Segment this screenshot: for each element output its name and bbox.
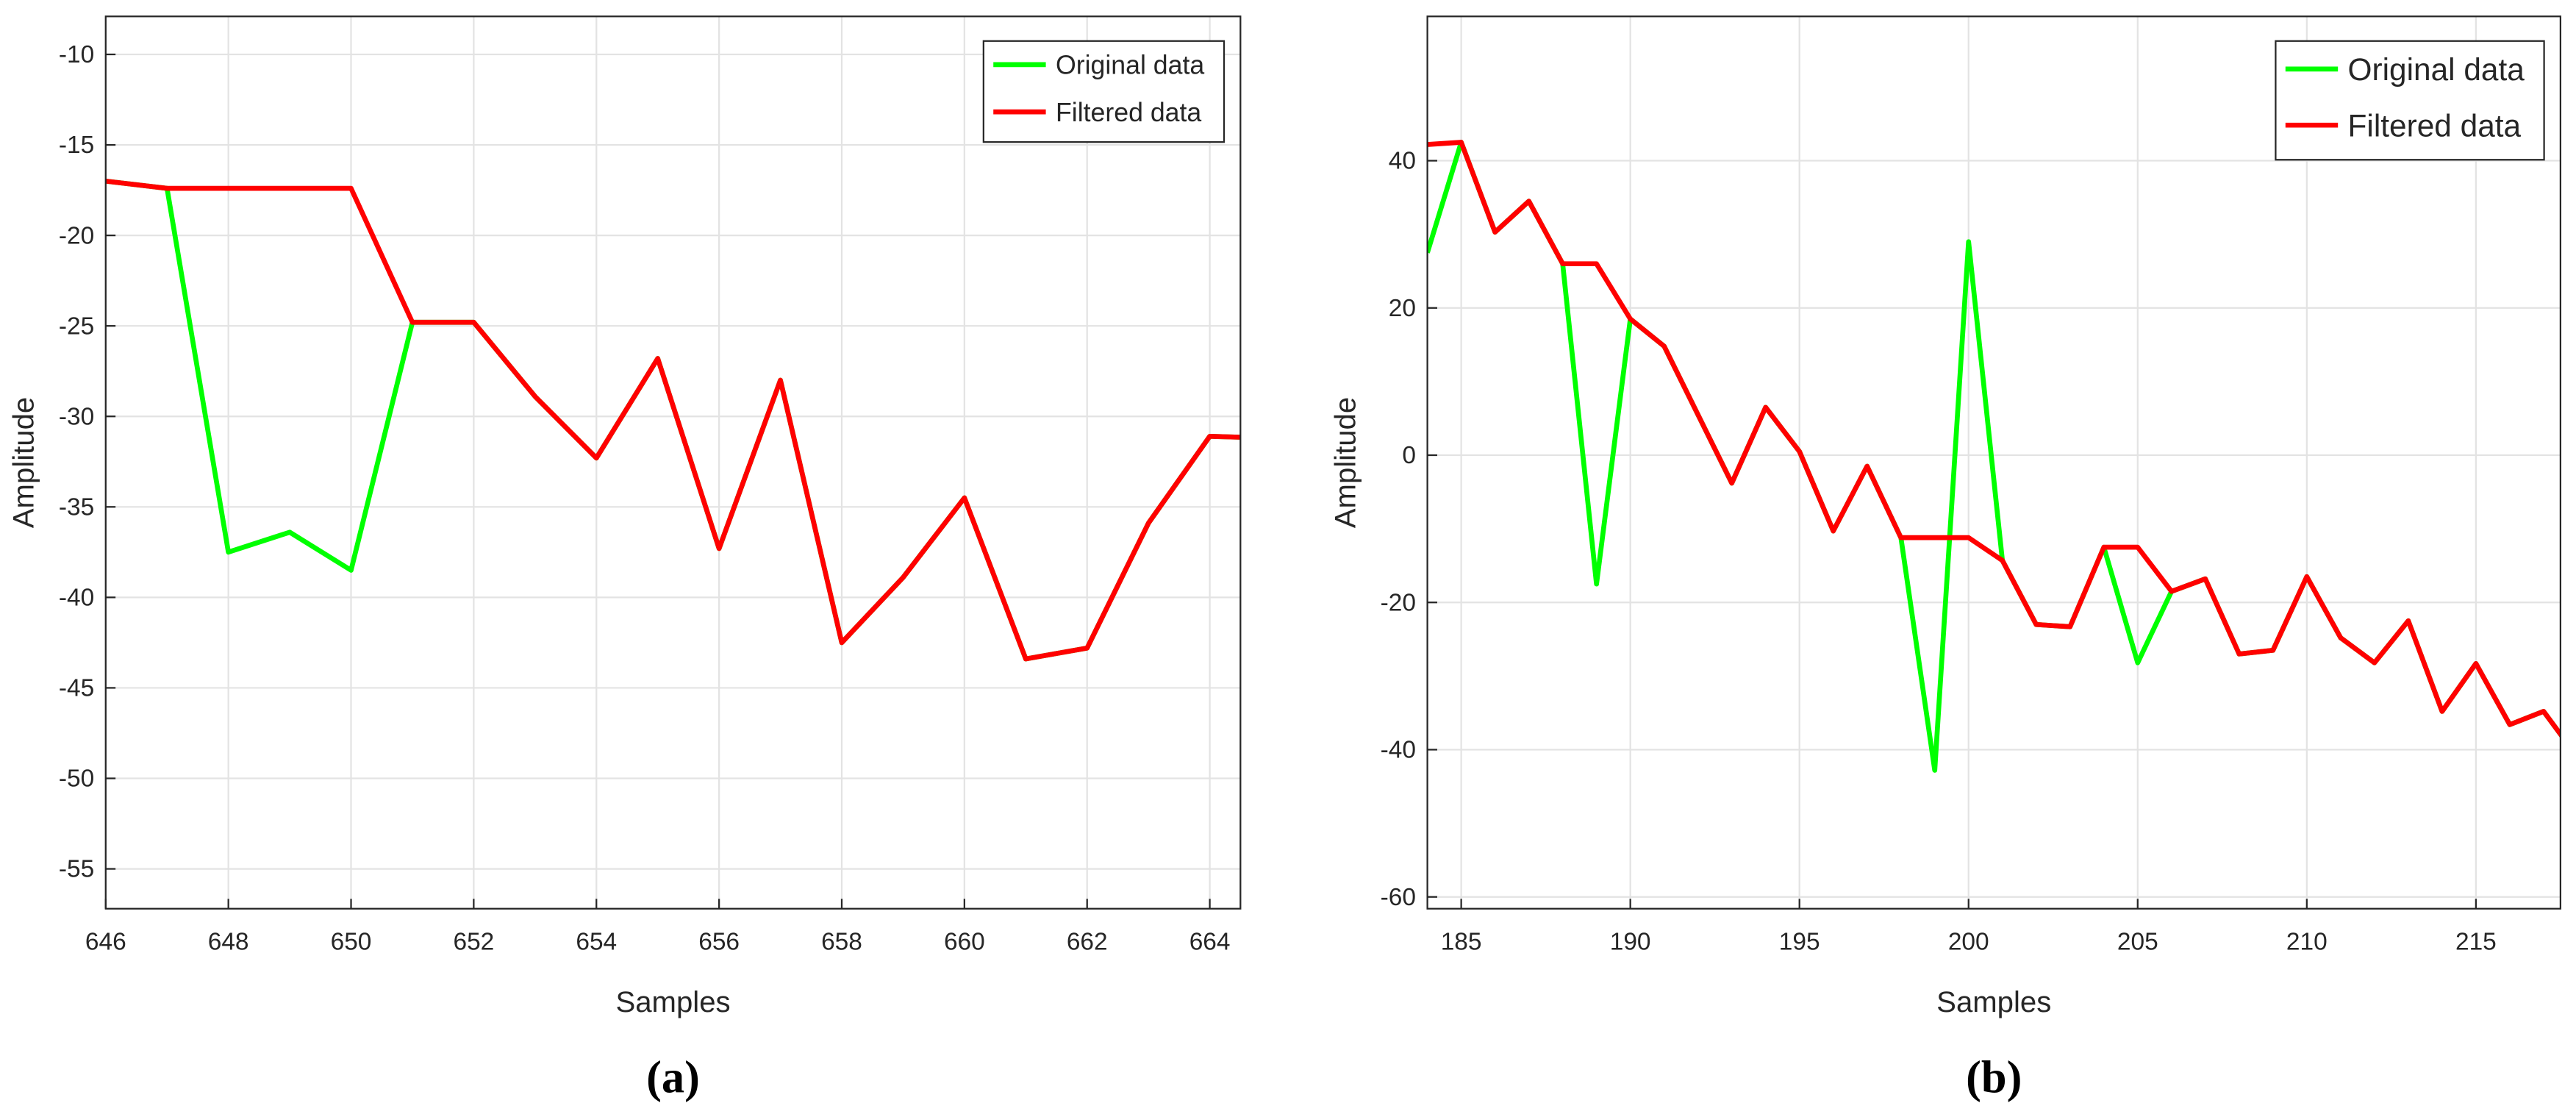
y-tick-label: -10 [59, 41, 94, 68]
x-tick-label: 200 [1948, 928, 1989, 955]
chart: 646 648 650 652 654 656 658 660 662 664 -55 -50 -45 -… [7, 15, 1242, 1103]
legend: Original data Filtered data [2275, 40, 2545, 161]
x-tick-label: 185 [1441, 928, 1482, 955]
y-tick-label: -40 [1381, 737, 1416, 764]
legend-label: Filtered data [2348, 108, 2522, 143]
legend-label: Original data [1056, 51, 1204, 80]
x-tick-label: 664 [1189, 928, 1231, 955]
x-tick-label: 210 [2286, 928, 2328, 955]
y-tick-label: -55 [59, 856, 94, 883]
caption: (b) [1966, 1052, 2022, 1103]
x-tick-label: 662 [1067, 928, 1108, 955]
x-tick-label: 190 [1610, 928, 1651, 955]
legend-label: Filtered data [1056, 98, 1201, 127]
y-tick-label: -25 [59, 313, 94, 340]
legend-label: Original data [2348, 52, 2525, 87]
y-tick-label: -30 [59, 403, 94, 430]
x-tick-label: 660 [944, 928, 985, 955]
x-tick-label: 648 [208, 928, 249, 955]
y-tick-label: -60 [1381, 884, 1416, 911]
y-axis-label: Amplitude [7, 397, 40, 528]
x-tick-label: 215 [2455, 928, 2497, 955]
y-tick-label: 40 [1389, 148, 1416, 175]
axes-frame [1426, 15, 2562, 910]
x-tick-label: 650 [331, 928, 372, 955]
x-axis-label: Samples [615, 985, 730, 1018]
x-tick-label: 195 [1779, 928, 1820, 955]
y-axis-label: Amplitude [1328, 397, 1362, 528]
legend: Original data Filtered data [982, 40, 1226, 143]
y-tick-label: -40 [59, 585, 94, 612]
plot-area [105, 16, 1241, 909]
caption: (a) [646, 1052, 700, 1103]
x-tick-label: 656 [698, 928, 740, 955]
data-line [1427, 140, 2561, 739]
y-tick-label: -35 [59, 493, 94, 521]
legend-box [2275, 40, 2545, 161]
x-tick-label: 658 [821, 928, 862, 955]
x-tick-label: 652 [453, 928, 494, 955]
y-tick-label: 20 [1389, 295, 1416, 322]
y-tick-label: -15 [59, 132, 94, 159]
lines [105, 178, 1241, 662]
x-tick-label: 654 [576, 928, 617, 955]
x-tick-label: 205 [2117, 928, 2158, 955]
y-tick-label: -20 [59, 222, 94, 249]
y-tick-label: -20 [1381, 589, 1416, 616]
axes-frame [104, 15, 1242, 910]
chart: 185 190 195 200 205 210 215 -60 -40 -20 0 20 40 Sampl… [1328, 15, 2562, 1103]
x-axis-label: Samples [1936, 985, 2051, 1018]
legend-box [982, 40, 1226, 143]
y-tick-label: -50 [59, 766, 94, 793]
x-tick-label: 646 [85, 928, 126, 955]
y-tick-label: 0 [1402, 442, 1416, 469]
lines [1427, 140, 2561, 773]
y-tick-label: -45 [59, 675, 94, 702]
data-line [105, 178, 1241, 662]
